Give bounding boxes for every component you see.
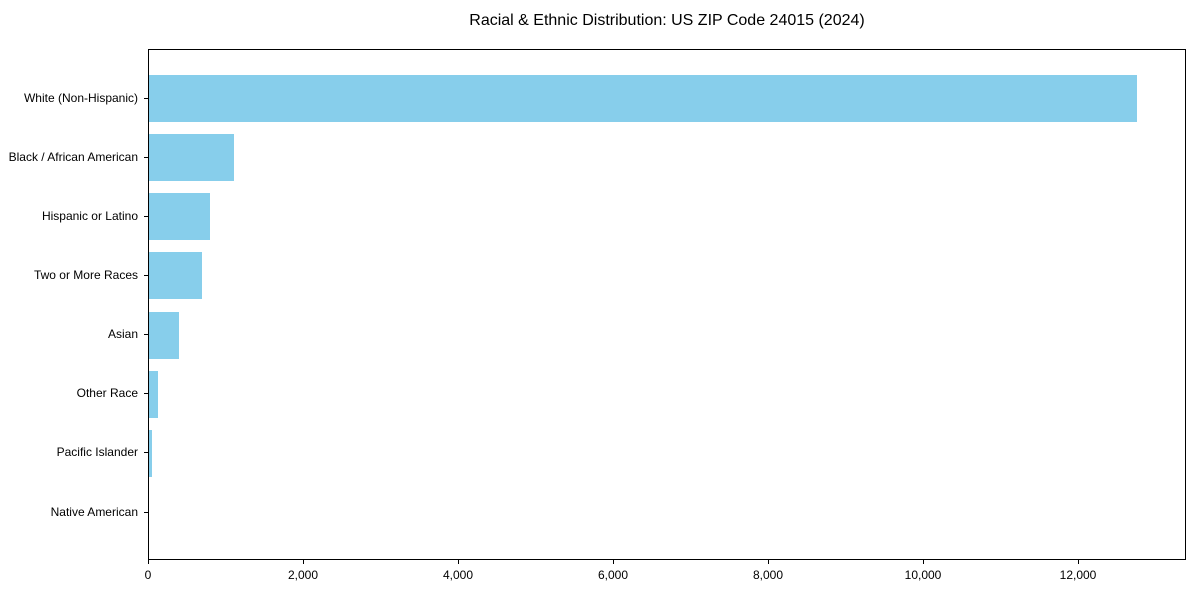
x-axis-tick-label: 4,000 <box>442 568 474 582</box>
x-axis-tick-label: 10,000 <box>904 568 942 582</box>
y-axis-category-label: White (Non-Hispanic) <box>23 91 138 105</box>
x-axis-tick-label: 2,000 <box>287 568 319 582</box>
bar-hispanic-or-latino <box>149 193 210 240</box>
x-axis-tick-label: 8,000 <box>752 568 784 582</box>
x-tick-mark <box>303 560 304 564</box>
x-tick-mark <box>458 560 459 564</box>
x-tick-mark <box>1078 560 1079 564</box>
bar-other-race <box>149 371 158 418</box>
y-axis-category-label: Hispanic or Latino <box>41 209 138 223</box>
x-tick-mark <box>768 560 769 564</box>
bar-black-african-american <box>149 134 234 181</box>
y-axis-category-label: Native American <box>50 505 138 519</box>
x-tick-mark <box>923 560 924 564</box>
bar-two-or-more-races <box>149 252 202 299</box>
x-axis-tick-label: 6,000 <box>597 568 629 582</box>
y-tick-mark <box>144 452 148 453</box>
y-axis-category-label: Black / African American <box>8 150 138 164</box>
x-tick-mark <box>148 560 149 564</box>
bar-pacific-islander <box>149 430 152 477</box>
y-axis-category-label: Pacific Islander <box>56 445 138 459</box>
y-tick-mark <box>144 216 148 217</box>
y-tick-mark <box>144 157 148 158</box>
y-tick-mark <box>144 334 148 335</box>
bar-white-non-hispanic <box>149 75 1137 122</box>
x-axis-tick-label: 0 <box>144 568 152 582</box>
chart-title: Racial & Ethnic Distribution: US ZIP Cod… <box>469 12 865 29</box>
y-axis-category-label: Two or More Races <box>33 268 138 282</box>
bar-asian <box>149 312 179 359</box>
y-tick-mark <box>144 512 148 513</box>
x-tick-mark <box>613 560 614 564</box>
y-tick-mark <box>144 275 148 276</box>
y-tick-mark <box>144 393 148 394</box>
y-axis-category-label: Other Race <box>76 386 138 400</box>
plot-area <box>148 49 1186 560</box>
y-axis-category-label: Asian <box>107 327 138 341</box>
y-tick-mark <box>144 98 148 99</box>
x-axis-tick-label: 12,000 <box>1059 568 1097 582</box>
